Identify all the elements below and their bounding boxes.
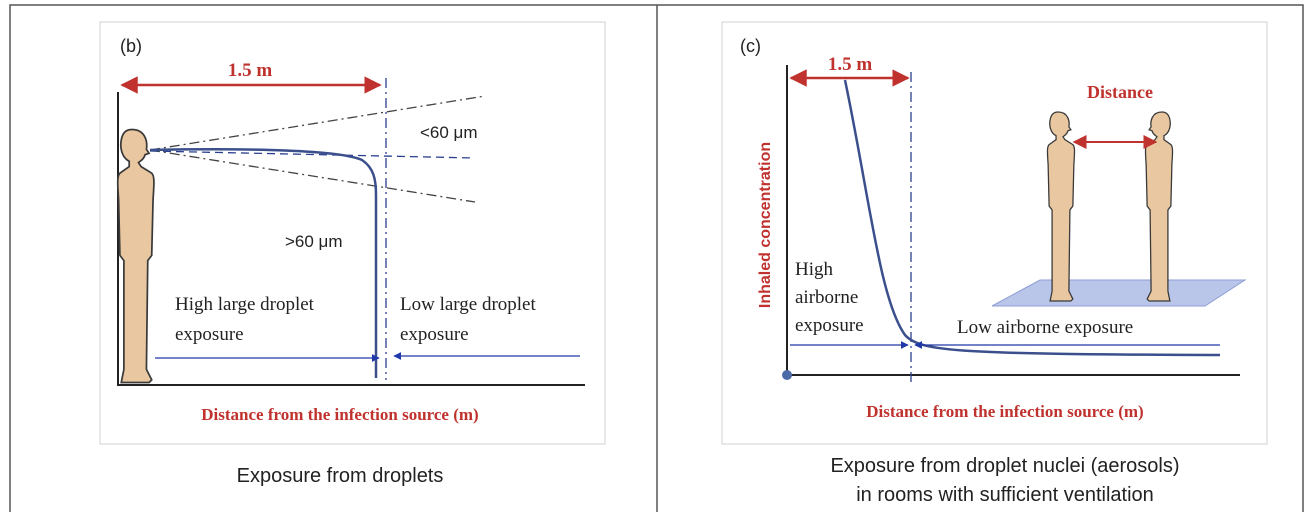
- person: [1144, 111, 1174, 302]
- high-exposure: exposure: [175, 324, 244, 345]
- person: [116, 128, 155, 384]
- high-exposure: exposure: [795, 315, 864, 336]
- person: [1046, 111, 1076, 302]
- panel-c-box: [721, 21, 1268, 445]
- high-exposure: airborne: [795, 287, 858, 308]
- x-axis-label: Distance from the infection source (m): [866, 402, 1143, 421]
- panel-b: (b) 1.5 m <60 μm >60 μm High large dropl…: [116, 36, 585, 487]
- people-distance-label: Distance: [1087, 82, 1153, 102]
- caption: Exposure from droplet nuclei (aerosols): [830, 455, 1179, 477]
- high-exposure: High large droplet: [175, 294, 315, 315]
- panel-label: (b): [120, 36, 142, 56]
- x-axis-label: Distance from the infection source (m): [201, 405, 478, 424]
- origin: [782, 370, 792, 380]
- caption: Exposure from droplets: [237, 465, 444, 487]
- low-exposure: exposure: [400, 324, 469, 345]
- distance-label: 1.5 m: [228, 60, 273, 81]
- y-axis-label: Inhaled concentration: [757, 142, 774, 308]
- distance-label: 1.5 m: [828, 54, 873, 75]
- high-exposure: High: [795, 259, 834, 280]
- spray-cone: [149, 78, 486, 380]
- small-droplets: <60 μm: [420, 123, 478, 142]
- caption: in rooms with sufficient ventilation: [856, 484, 1154, 506]
- panel-b-box: [99, 21, 606, 445]
- low-exposure: Low airborne exposure: [957, 317, 1133, 338]
- trajectory: [149, 148, 378, 378]
- panel-label: (c): [740, 36, 761, 56]
- panel-c: (c) Distance 1.5 m Inhaled concentration…: [740, 36, 1247, 506]
- floor-plane: [991, 279, 1247, 307]
- frame: [9, 4, 1304, 512]
- concentration-curve: [843, 79, 1221, 357]
- low-exposure: Low large droplet: [400, 294, 536, 315]
- large-droplets: >60 μm: [285, 232, 343, 251]
